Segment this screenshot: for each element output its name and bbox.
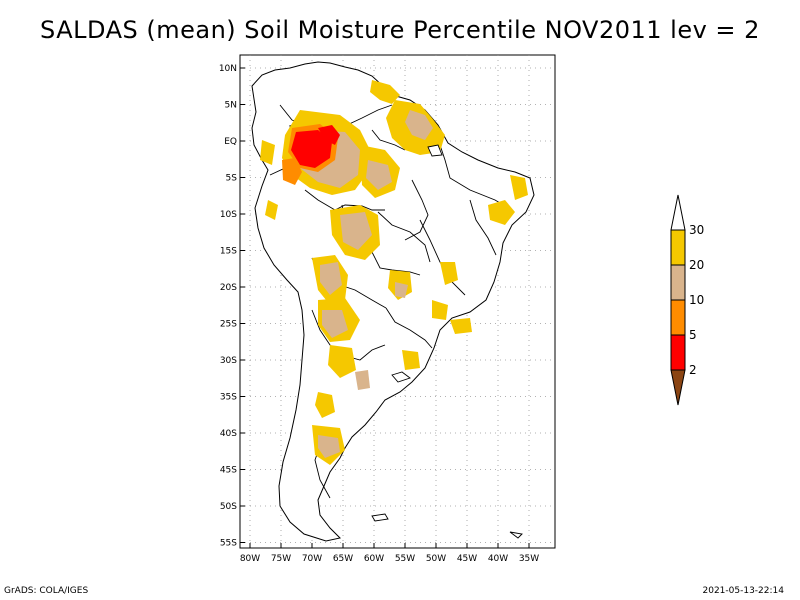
- grads-credit: GrADS: COLA/IGES: [4, 586, 89, 596]
- colorbar-label: 20: [689, 258, 704, 272]
- timestamp: 2021-05-13-22:14: [702, 586, 785, 596]
- lat-tick-label: 35S: [220, 393, 237, 403]
- longitude-axis: 80W 75W 70W 65W 60W 55W 50W 45W 40W 35W: [240, 543, 539, 564]
- lon-tick-label: 70W: [302, 554, 322, 564]
- colorbar-segment: [670, 264, 686, 301]
- latitude-axis: 10N 5N EQ 5S 10S 15S 20S 25S 30S 35S 40S 45S 50S 55S: [219, 64, 245, 549]
- lon-tick-label: 45W: [457, 554, 477, 564]
- lat-tick-label: 55S: [220, 539, 237, 549]
- colorbar-bottom-arrow: [670, 369, 686, 406]
- lat-tick-label: 30S: [220, 356, 237, 366]
- colorbar-label: 5: [689, 328, 697, 342]
- lat-tick-label: EQ: [224, 137, 237, 147]
- islands-lakes: [371, 144, 523, 539]
- colorbar-label: 30: [689, 223, 704, 237]
- colorbar-label: 2: [689, 363, 697, 377]
- lat-tick-label: 50S: [220, 502, 237, 512]
- lon-tick-label: 55W: [395, 554, 415, 564]
- lat-tick-label: 20S: [220, 283, 237, 293]
- lon-tick-label: 40W: [488, 554, 508, 564]
- lon-tick-label: 75W: [271, 554, 291, 564]
- lat-tick-label: 10S: [220, 210, 237, 220]
- lat-tick-label: 40S: [220, 429, 237, 439]
- lon-tick-label: 35W: [519, 554, 539, 564]
- lat-tick-label: 5N: [225, 101, 237, 111]
- lon-tick-label: 80W: [240, 554, 260, 564]
- colorbar-segment: [670, 299, 686, 336]
- lat-tick-label: 15S: [220, 247, 237, 257]
- percentile-shading: [260, 80, 528, 465]
- lon-tick-label: 60W: [364, 554, 384, 564]
- colorbar-top-arrow: [670, 194, 686, 231]
- lat-tick-label: 45S: [220, 466, 237, 476]
- lon-tick-label: 50W: [426, 554, 446, 564]
- colorbar-segment: [670, 334, 686, 371]
- lat-tick-label: 25S: [220, 320, 237, 330]
- lat-tick-label: 10N: [219, 64, 237, 74]
- lat-tick-label: 5S: [226, 174, 238, 184]
- colorbar-segment: [670, 229, 686, 266]
- colorbar: 30 20 10 5 2: [670, 194, 704, 406]
- colorbar-label: 10: [689, 293, 704, 307]
- lon-tick-label: 65W: [333, 554, 353, 564]
- map-title: SALDAS (mean) Soil Moisture Percentile N…: [40, 16, 760, 44]
